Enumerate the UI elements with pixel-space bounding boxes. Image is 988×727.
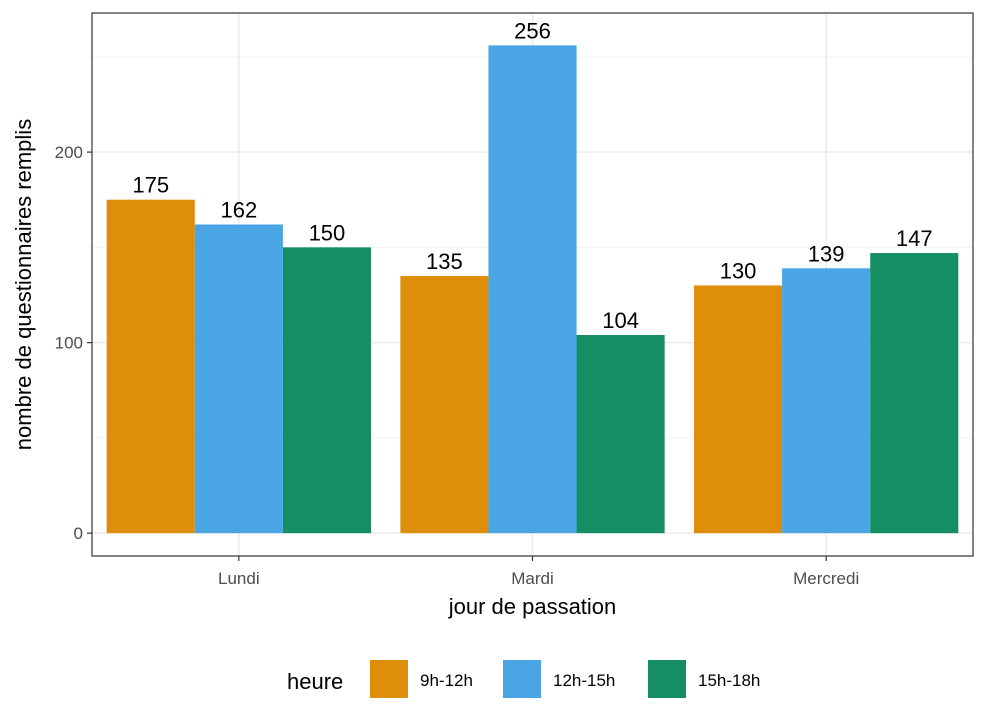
x-tick-label: Lundi <box>218 569 260 588</box>
bar <box>194 224 283 534</box>
y-axis-title: nombre de questionnaires remplis <box>11 119 36 450</box>
y-tick-label: 200 <box>55 143 83 162</box>
bars <box>106 45 959 534</box>
y-tick-label: 100 <box>55 334 83 353</box>
data-label: 150 <box>309 220 346 245</box>
bar <box>400 275 489 534</box>
bar <box>282 247 371 534</box>
bar <box>106 199 195 534</box>
data-label: 147 <box>896 226 933 251</box>
data-label: 130 <box>720 258 757 283</box>
data-label: 135 <box>426 249 463 274</box>
legend: heure 9h-12h 12h-15h 15h-18h <box>287 660 760 698</box>
bar <box>488 45 577 534</box>
x-tick-label: Mercredi <box>793 569 859 588</box>
x-axis-title: jour de passation <box>448 594 617 619</box>
x-tick-label: Mardi <box>511 569 554 588</box>
data-label: 162 <box>220 197 257 222</box>
bar <box>576 334 665 534</box>
data-label: 175 <box>132 173 169 198</box>
data-label: 256 <box>514 18 551 43</box>
y-tick-label: 0 <box>74 524 83 543</box>
data-label: 104 <box>602 308 639 333</box>
data-labels: 175 162 150 135 256 104 130 139 147 <box>132 18 932 333</box>
legend-swatch <box>503 660 541 698</box>
legend-label: 15h-18h <box>698 671 760 690</box>
data-label: 139 <box>808 241 845 266</box>
bar <box>782 268 871 534</box>
legend-label: 12h-15h <box>553 671 615 690</box>
axes: 0 100 200 Lundi Mardi Mercredi <box>55 143 860 588</box>
legend-swatch <box>370 660 408 698</box>
legend-label: 9h-12h <box>420 671 473 690</box>
bar <box>870 253 959 534</box>
legend-title: heure <box>287 669 343 694</box>
bar <box>694 285 783 534</box>
legend-swatch <box>648 660 686 698</box>
